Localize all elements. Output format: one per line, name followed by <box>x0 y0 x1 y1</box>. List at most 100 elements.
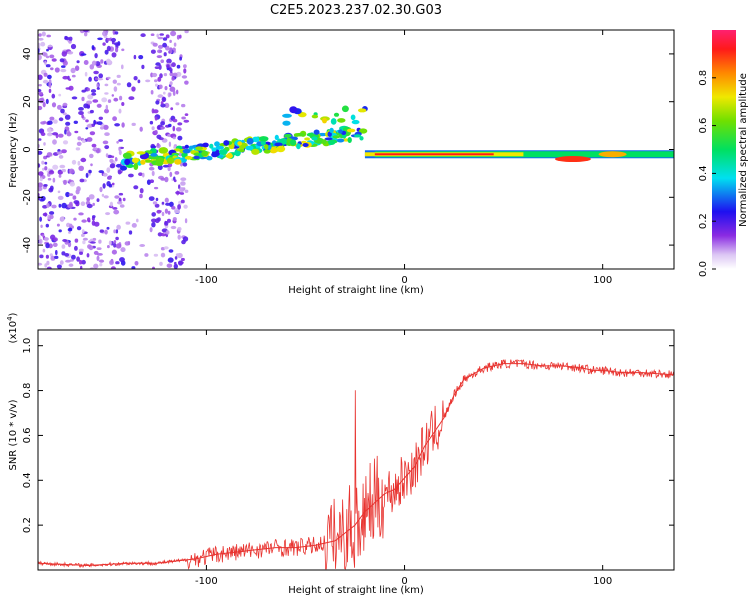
spectrogram-noise-cell <box>180 181 186 186</box>
spectrogram-noise-cell <box>43 52 48 57</box>
spectrogram-noise-cell <box>166 58 172 64</box>
spectrogram-noise-cell <box>80 157 87 163</box>
spectrogram-noise-cell <box>118 149 122 156</box>
spectrogram-noise-cell <box>184 30 189 34</box>
spectrogram-noise-cell <box>39 177 43 182</box>
spectrogram-noise-cell <box>58 133 64 138</box>
spectrogram-noise-cell <box>179 34 182 39</box>
spectrogram-noise-cell <box>105 104 109 110</box>
spectrogram-trace-cell <box>296 143 301 150</box>
spectrogram-trace-cell <box>251 148 260 155</box>
spectrogram-noise-cell <box>43 142 46 146</box>
spectrogram-noise-cell <box>59 58 65 63</box>
spectrogram-noise-cell <box>174 261 177 265</box>
spectrogram-trace-cell <box>354 134 362 138</box>
spectrogram-noise-cell <box>40 121 46 125</box>
spectrogram-noise-cell <box>78 111 84 115</box>
spectrogram-noise-cell <box>44 60 47 65</box>
spectrogram-noise-cell <box>81 96 85 102</box>
spectrogram-noise-cell <box>50 255 56 261</box>
spectrogram-noise-cell <box>159 33 164 36</box>
spectrogram-noise-cell <box>111 182 115 186</box>
spectrogram-noise-cell <box>38 105 43 111</box>
spectrogram-noise-cell <box>77 136 82 141</box>
spectrogram-noise-cell <box>61 65 66 68</box>
spectrogram-noise-cell <box>164 221 169 226</box>
spectrogram-noise-cell <box>58 155 64 159</box>
spectrogram-noise-cell <box>151 212 156 217</box>
spectrogram-noise-cell <box>98 116 104 121</box>
spectrogram-noise-cell <box>58 203 62 208</box>
y-tick-label: 0 <box>22 146 33 152</box>
spectrogram-noise-cell <box>177 122 183 126</box>
spectrogram-noise-cell <box>169 171 173 178</box>
spectrogram-noise-cell <box>91 92 97 96</box>
spectrogram-noise-cell <box>125 221 131 225</box>
spectrogram-noise-cell <box>152 201 158 205</box>
spectrogram-trace-cell <box>139 154 149 160</box>
spectrogram-noise-cell <box>151 222 156 228</box>
spectrogram-trace-cell <box>184 155 193 160</box>
spectrogram-noise-cell <box>46 34 51 38</box>
spectrogram-noise-cell <box>121 64 124 70</box>
spectrogram-noise-cell <box>45 64 51 68</box>
spectrogram-noise-cell <box>176 71 182 77</box>
spectrogram-noise-cell <box>150 90 154 95</box>
spectrogram-noise-cell <box>45 223 49 228</box>
spectrogram-noise-cell <box>39 216 42 222</box>
spectrogram-noise-cell <box>42 212 48 217</box>
spectrogram-trace-cell <box>140 159 146 165</box>
spectrogram-trace-cell <box>311 114 319 119</box>
spectrogram-noise-cell <box>38 138 42 141</box>
spectrogram-noise-cell <box>183 119 190 123</box>
spectrogram-noise-cell <box>54 67 60 73</box>
spectrogram-noise-cell <box>113 86 118 92</box>
spectrogram-noise-cell <box>124 241 130 246</box>
spectrogram-noise-cell <box>104 49 109 55</box>
spectrogram-noise-cell <box>100 126 104 130</box>
spectrogram-noise-cell <box>92 215 96 219</box>
spectrogram-noise-cell <box>173 42 177 47</box>
spectrogram-noise-cell <box>176 64 181 69</box>
spectrogram-noise-cell <box>122 197 126 202</box>
spectrogram-noise-cell <box>102 140 109 145</box>
spectrogram-noise-cell <box>84 71 88 77</box>
spectrogram-trace-cell <box>218 155 224 159</box>
spectrogram-noise-cell <box>163 246 169 250</box>
spectrogram-noise-cell <box>106 37 112 41</box>
spectrogram-noise-cell <box>69 223 73 229</box>
spectrogram-trace-cell <box>174 158 182 165</box>
spectrogram-noise-cell <box>164 208 168 214</box>
spectrogram-noise-cell <box>100 59 104 64</box>
spectrogram-noise-cell <box>87 87 90 92</box>
spectrogram-trace-cell <box>201 150 209 157</box>
spectrogram-trace-cell <box>289 106 298 114</box>
snr-y-ticks: 0.2 0.4 0.6 0.8 1.0 <box>22 338 674 533</box>
spectrogram-noise-cell <box>156 209 162 214</box>
spectrogram-noise-cell <box>178 261 184 265</box>
spectrogram-trace-cell <box>357 108 367 113</box>
spectrogram-noise-cell <box>156 134 162 139</box>
spectrogram-noise-cell <box>73 200 80 205</box>
spectrogram-noise-cell <box>117 169 122 175</box>
spectrogram-noise-cell <box>93 250 99 255</box>
spectrogram-noise-cell <box>94 77 99 81</box>
spectrogram-trace-cell <box>184 144 189 149</box>
spectrogram-noise-cell <box>168 123 172 128</box>
spectrogram-noise-cell <box>69 259 74 262</box>
spectrogram-trace-cell <box>313 129 320 135</box>
spectrogram-noise-cell <box>89 64 95 70</box>
spectrogram-noise-cell <box>81 114 84 119</box>
spectrogram-noise-cell <box>161 211 165 217</box>
spectrogram-noise-cell <box>131 223 137 228</box>
spectrogram-noise-cell <box>107 245 110 249</box>
spectrogram-noise-cell <box>44 263 48 268</box>
y-tick-label: 20 <box>22 95 33 108</box>
spectrogram-noise-cell <box>83 30 89 33</box>
spectrogram-noise-cell <box>86 137 93 142</box>
spectrogram-noise-cell <box>64 114 71 120</box>
spectrogram-plot: -100 0 100 -40 -20 0 20 40 Height of straight … <box>8 29 675 296</box>
spectrogram-noise-cell <box>96 87 100 90</box>
spectrogram-noise-cell <box>157 164 163 171</box>
spectrogram-noise-cell <box>61 149 67 154</box>
